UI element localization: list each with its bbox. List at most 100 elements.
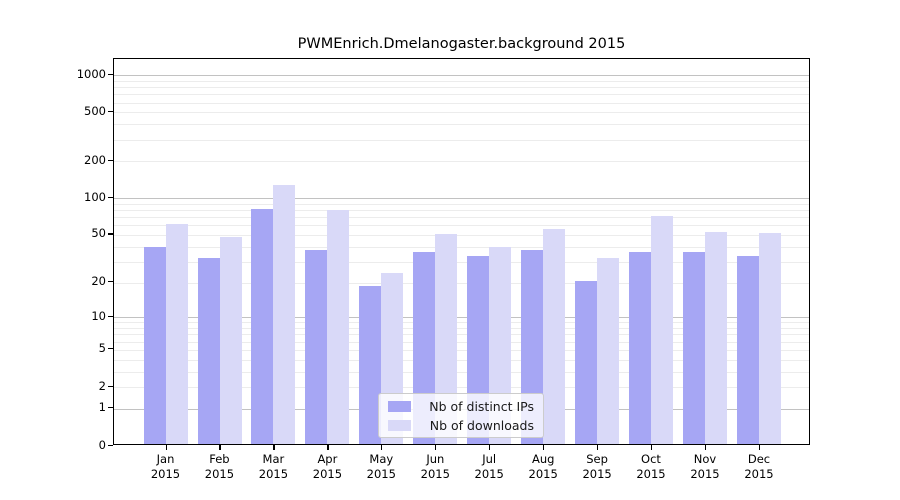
bar-downloads-apr — [327, 210, 350, 444]
y-tick-mark — [108, 159, 113, 161]
gridline-minor — [114, 80, 809, 82]
gridline-minor — [114, 328, 809, 329]
bar-downloads-mar — [273, 184, 296, 444]
bar-downloads-jan — [165, 224, 188, 444]
y-tick-label: 0 — [98, 437, 106, 452]
y-tick-label: 10 — [91, 308, 106, 323]
x-tick-label: Jun 2015 — [420, 452, 450, 481]
legend-label-downloads: Nb of downloads — [429, 417, 534, 433]
y-tick-label: 1000 — [76, 66, 106, 81]
bar-downloads-dec — [759, 232, 781, 444]
bar-downloads-nov — [705, 231, 727, 444]
gridline-minor — [114, 124, 809, 126]
x-tick-mark — [273, 445, 275, 450]
gridline-minor — [114, 102, 809, 104]
y-tick-mark — [108, 407, 113, 409]
y-tick-mark — [108, 385, 113, 387]
x-tick-label: Apr 2015 — [312, 452, 343, 481]
gridline-minor — [114, 359, 809, 361]
gridline-minor — [114, 349, 809, 351]
x-tick-mark — [381, 445, 383, 450]
gridline-minor — [114, 246, 809, 248]
x-tick-label: Dec 2015 — [744, 452, 774, 481]
x-tick-label: Nov 2015 — [690, 452, 720, 481]
gridline-minor — [114, 225, 809, 227]
x-tick-label: Sep 2015 — [582, 452, 612, 481]
y-tick-mark — [108, 233, 113, 235]
gridline-minor — [114, 334, 809, 336]
legend-label-distinct-ips: Nb of distinct IPs — [429, 398, 534, 414]
bar-distinct-ips-jan — [143, 247, 166, 444]
gridline-minor — [114, 341, 809, 343]
x-tick-label: Jan 2015 — [150, 452, 181, 481]
y-tick-mark — [108, 196, 113, 198]
x-tick-mark — [651, 445, 653, 450]
y-tick-label: 20 — [91, 274, 106, 289]
gridline-minor — [114, 234, 809, 236]
x-tick-label: Mar 2015 — [258, 452, 289, 481]
x-tick-label: Jul 2015 — [474, 452, 504, 481]
bar-downloads-feb — [219, 237, 242, 444]
y-tick-mark — [108, 348, 113, 350]
gridline-minor — [114, 161, 809, 163]
bar-distinct-ips-oct — [629, 251, 651, 444]
bar-distinct-ips-feb — [197, 257, 220, 444]
x-tick-mark — [705, 445, 707, 450]
y-tick-label: 100 — [84, 189, 106, 204]
x-tick-label: May 2015 — [366, 452, 396, 481]
y-tick-mark — [108, 281, 113, 283]
x-tick-label: Aug 2015 — [528, 452, 558, 481]
bar-downloads-sep — [597, 257, 620, 444]
bar-distinct-ips-nov — [683, 251, 705, 444]
y-tick-mark — [108, 110, 113, 112]
gridline-minor — [114, 210, 809, 212]
x-tick-mark — [543, 445, 545, 450]
legend: Nb of distinct IPs Nb of downloads — [378, 393, 544, 438]
gridline-minor — [114, 322, 809, 324]
gridline-minor — [114, 282, 809, 284]
legend-item-distinct-ips: Nb of distinct IPs — [388, 398, 534, 414]
gridline-minor — [114, 112, 809, 114]
x-tick-mark — [219, 445, 221, 450]
gridline-minor — [114, 94, 809, 96]
bar-distinct-ips-dec — [737, 256, 759, 444]
x-tick-mark — [597, 445, 599, 450]
legend-swatch-distinct-ips — [388, 400, 411, 412]
x-tick-label: Feb 2015 — [204, 452, 235, 481]
gridline-major — [114, 198, 809, 200]
y-tick-mark — [108, 444, 113, 446]
y-tick-label: 200 — [84, 152, 106, 167]
bar-distinct-ips-may — [359, 285, 382, 444]
bar-downloads-jun — [435, 234, 458, 444]
gridline-minor — [114, 371, 809, 373]
bar-distinct-ips-sep — [575, 280, 598, 444]
x-tick-mark — [327, 445, 329, 450]
gridline-minor — [114, 87, 809, 89]
y-tick-label: 1 — [98, 400, 106, 415]
y-tick-label: 500 — [84, 103, 106, 118]
bar-distinct-ips-apr — [305, 250, 328, 444]
bar-downloads-oct — [651, 215, 673, 444]
y-tick-mark — [108, 73, 113, 75]
x-tick-mark — [165, 445, 167, 450]
chart-title: PWMEnrich.Dmelanogaster.background 2015 — [297, 36, 626, 52]
y-tick-label: 2 — [98, 378, 106, 393]
y-tick-label: 50 — [91, 226, 106, 241]
x-tick-mark — [489, 445, 491, 450]
y-tick-label: 5 — [98, 341, 106, 356]
x-tick-mark — [759, 445, 761, 450]
gridline-minor — [114, 203, 809, 205]
gridline-major — [114, 317, 809, 319]
x-tick-label: Oct 2015 — [636, 452, 666, 481]
gridline-major — [114, 75, 809, 77]
legend-item-downloads: Nb of downloads — [388, 417, 534, 433]
gridline-minor — [114, 261, 809, 263]
gridline-minor — [114, 387, 809, 388]
y-tick-mark — [108, 315, 113, 317]
gridline-minor — [114, 217, 809, 219]
gridline-minor — [114, 139, 809, 141]
bar-distinct-ips-mar — [251, 208, 274, 444]
plot-area: Nb of distinct IPs Nb of downloads — [113, 58, 810, 445]
legend-swatch-downloads — [388, 419, 411, 431]
